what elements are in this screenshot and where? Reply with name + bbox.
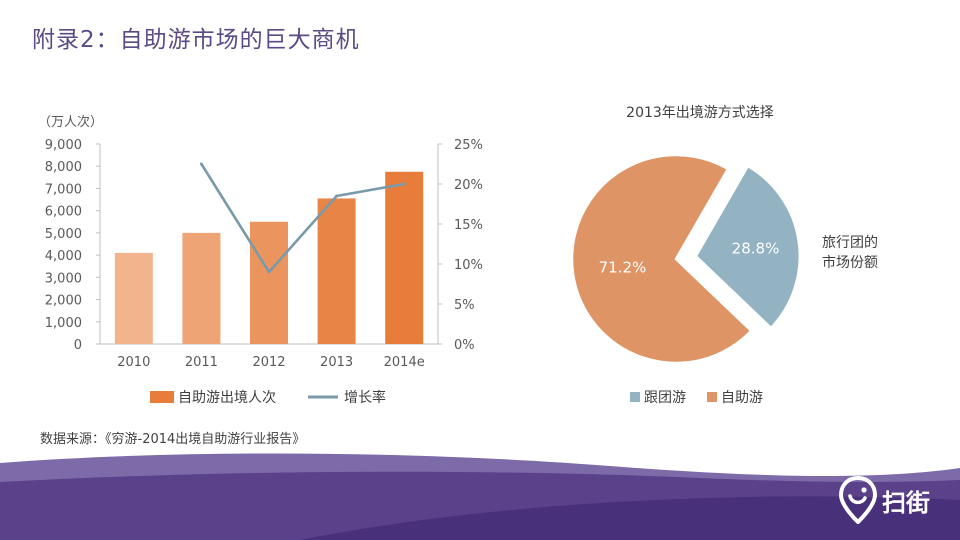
- left-tick-label: 7,000: [45, 182, 82, 197]
- left-tick-label: 1,000: [45, 316, 82, 331]
- right-tick-label: 0%: [454, 338, 475, 353]
- left-tick-label: 6,000: [45, 205, 82, 220]
- left-tick-label: 5,000: [45, 227, 82, 242]
- unit-label: （万人次）: [38, 114, 103, 130]
- legend-bar-label: 自助游出境人次: [178, 390, 276, 406]
- pie-callout: 旅行团的: [822, 235, 878, 251]
- growth-rate-point: [199, 162, 203, 166]
- x-tick-label: 2013: [320, 355, 353, 370]
- legend-line-label: 增长率: [344, 389, 386, 406]
- brand-logo: 扫街: [838, 476, 930, 524]
- pie-slice-跟团游: [694, 164, 802, 330]
- legend-bar-swatch: [150, 391, 174, 403]
- left-tick-label: 4,000: [45, 249, 82, 264]
- bar-2012: [250, 221, 288, 344]
- bar-2010: [114, 252, 153, 344]
- growth-rate-point: [335, 194, 339, 198]
- right-tick-label: 5%: [454, 298, 475, 313]
- left-tick-label: 0: [74, 338, 82, 353]
- x-tick-label: 2010: [117, 355, 150, 370]
- pie-label-自助游: 71.2%: [599, 259, 647, 277]
- pie-legend-swatch: [707, 392, 717, 402]
- pie-legend-label: 自助游: [721, 390, 763, 406]
- x-tick-label: 2014e: [384, 355, 425, 370]
- pie-title: 2013年出境游方式选择: [626, 105, 774, 121]
- left-tick-label: 8,000: [45, 160, 82, 175]
- pie-legend-swatch: [630, 392, 640, 402]
- x-tick-label: 2011: [185, 355, 218, 370]
- pie-callout: 市场份额: [822, 254, 878, 271]
- bar-2013: [317, 198, 356, 344]
- footer-background: [0, 453, 960, 540]
- bar-chart: （万人次） 0 1,000 2,000 3,000 4,000 5,000 6,000 7,00…: [38, 114, 483, 406]
- left-tick-label: 3,000: [45, 271, 82, 286]
- map-pin-logo-icon: [838, 476, 878, 524]
- right-tick-label: 10%: [454, 258, 483, 273]
- left-tick-label: 2,000: [45, 294, 82, 309]
- growth-rate-point: [267, 270, 271, 274]
- growth-rate-point: [402, 182, 406, 186]
- pie-legend-label: 跟团游: [644, 390, 686, 406]
- right-tick-label: 20%: [454, 178, 483, 193]
- source-note: 数据来源：《穷游-2014出境自助游行业报告》: [40, 432, 306, 447]
- bar-2014e: [385, 171, 424, 344]
- right-tick-label: 15%: [454, 218, 483, 233]
- left-tick-label: 9,000: [45, 138, 82, 153]
- growth-rate-line: [200, 163, 405, 274]
- bar-2011: [182, 232, 221, 344]
- pie-label-跟团游: 28.8%: [732, 240, 780, 258]
- brand-name: 扫街: [882, 488, 930, 517]
- pie-slice-自助游: [570, 153, 753, 365]
- page-title: 附录2：自助游市场的巨大商机: [32, 27, 360, 53]
- right-tick-label: 25%: [454, 138, 483, 153]
- x-tick-label: 2012: [252, 355, 285, 370]
